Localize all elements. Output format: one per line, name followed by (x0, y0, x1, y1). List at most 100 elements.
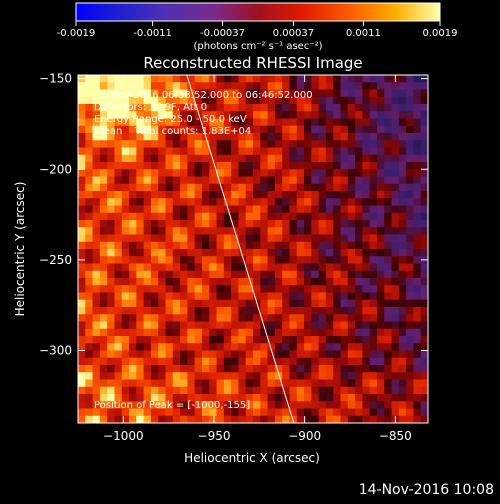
heatmap-pixel (347, 96, 356, 105)
heatmap-pixel (78, 379, 86, 388)
heatmap-pixel (92, 183, 101, 192)
heatmap-pixel (391, 147, 400, 156)
heatmap-pixel (114, 285, 123, 293)
heatmap-pixel (304, 336, 312, 344)
heatmap-pixel (282, 307, 290, 315)
x-tick-label: −950 (198, 429, 231, 443)
heatmap-pixel (398, 401, 407, 409)
heatmap-pixel (289, 379, 298, 388)
y-tick-label: −200 (39, 162, 72, 176)
heatmap-pixel (114, 191, 123, 199)
heatmap-pixel (129, 321, 137, 330)
heatmap-pixel (245, 198, 254, 206)
heatmap-pixel (150, 234, 159, 243)
heatmap-pixel (245, 386, 254, 395)
heatmap-pixel (318, 104, 327, 112)
heatmap-pixel (99, 415, 108, 423)
heatmap-pixel (92, 82, 101, 90)
heatmap-pixel (201, 191, 210, 199)
heatmap-pixel (333, 285, 341, 293)
heatmap-pixel (296, 227, 305, 235)
heatmap-pixel (129, 386, 137, 395)
heatmap-pixel (245, 111, 254, 119)
heatmap-pixel (340, 205, 349, 214)
heatmap-pixel (231, 292, 239, 301)
heatmap-pixel (253, 198, 261, 206)
heatmap-pixel (420, 169, 428, 177)
heatmap-pixel (318, 154, 327, 163)
heatmap-pixel (333, 415, 341, 423)
heatmap-pixel (318, 372, 327, 380)
heatmap-pixel (209, 372, 217, 380)
heatmap-pixel (187, 408, 196, 417)
heatmap-pixel (369, 198, 378, 206)
heatmap-pixel (172, 401, 181, 409)
heatmap-pixel (245, 147, 254, 156)
heatmap-pixel (223, 198, 232, 206)
heatmap-pixel (165, 118, 174, 127)
heatmap-pixel (180, 365, 188, 373)
heatmap-pixel (253, 321, 261, 330)
heatmap-pixel (355, 365, 363, 373)
heatmap-pixel (107, 176, 115, 185)
heatmap-pixel (282, 357, 290, 366)
heatmap-pixel (260, 249, 268, 257)
heatmap-pixel (194, 198, 203, 206)
heatmap-pixel (158, 263, 166, 272)
heatmap-pixel (136, 343, 145, 351)
heatmap-pixel (245, 365, 254, 373)
heatmap-pixel (92, 104, 101, 112)
heatmap-pixel (318, 343, 327, 351)
heatmap-pixel (333, 365, 341, 373)
heatmap-pixel (201, 162, 210, 170)
heatmap-pixel (296, 133, 305, 141)
heatmap-pixel (406, 365, 414, 373)
x-axis-label: Heliocentric X (arcsec) (184, 451, 320, 465)
heatmap-pixel (78, 154, 86, 163)
heatmap-pixel (369, 343, 378, 351)
heatmap-pixel (223, 350, 232, 359)
heatmap-pixel (245, 401, 254, 409)
heatmap-pixel (129, 198, 137, 206)
heatmap-pixel (274, 111, 283, 119)
heatmap-pixel (325, 386, 334, 395)
heatmap-pixel (296, 357, 305, 366)
heatmap-pixel (420, 133, 428, 141)
heatmap-pixel (274, 118, 283, 127)
heatmap-pixel (304, 379, 312, 388)
heatmap-pixel (78, 125, 86, 134)
heatmap-pixel (92, 147, 101, 156)
heatmap-pixel (114, 299, 123, 308)
heatmap-pixel (333, 299, 341, 308)
heatmap-pixel (282, 125, 290, 134)
heatmap-pixel (289, 365, 298, 373)
heatmap-pixel (376, 350, 385, 359)
heatmap-pixel (158, 227, 166, 235)
heatmap-pixel (253, 89, 261, 98)
heatmap-pixel (223, 278, 232, 286)
heatmap-pixel (325, 408, 334, 417)
heatmap-pixel (267, 220, 276, 228)
heatmap-pixel (376, 140, 385, 148)
heatmap-pixel (369, 285, 378, 293)
heatmap-pixel (413, 328, 422, 337)
heatmap-pixel (216, 357, 225, 366)
x-tick-label: −850 (379, 429, 412, 443)
heatmap-pixel (413, 365, 422, 373)
heatmap-pixel (406, 292, 414, 301)
heatmap-pixel (201, 394, 210, 402)
heatmap-pixel (85, 328, 93, 337)
heatmap-pixel (245, 263, 254, 272)
heatmap-pixel (107, 263, 115, 272)
heatmap-pixel (260, 125, 268, 134)
heatmap-pixel (85, 263, 93, 272)
heatmap-pixel (311, 357, 320, 366)
heatmap-pixel (340, 118, 349, 127)
heatmap-pixel (274, 365, 283, 373)
heatmap-pixel (201, 343, 210, 351)
heatmap-pixel (78, 394, 86, 402)
heatmap-pixel (267, 270, 276, 279)
heatmap-pixel (274, 169, 283, 177)
heatmap-pixel (267, 307, 276, 315)
heatmap-pixel (384, 386, 392, 395)
